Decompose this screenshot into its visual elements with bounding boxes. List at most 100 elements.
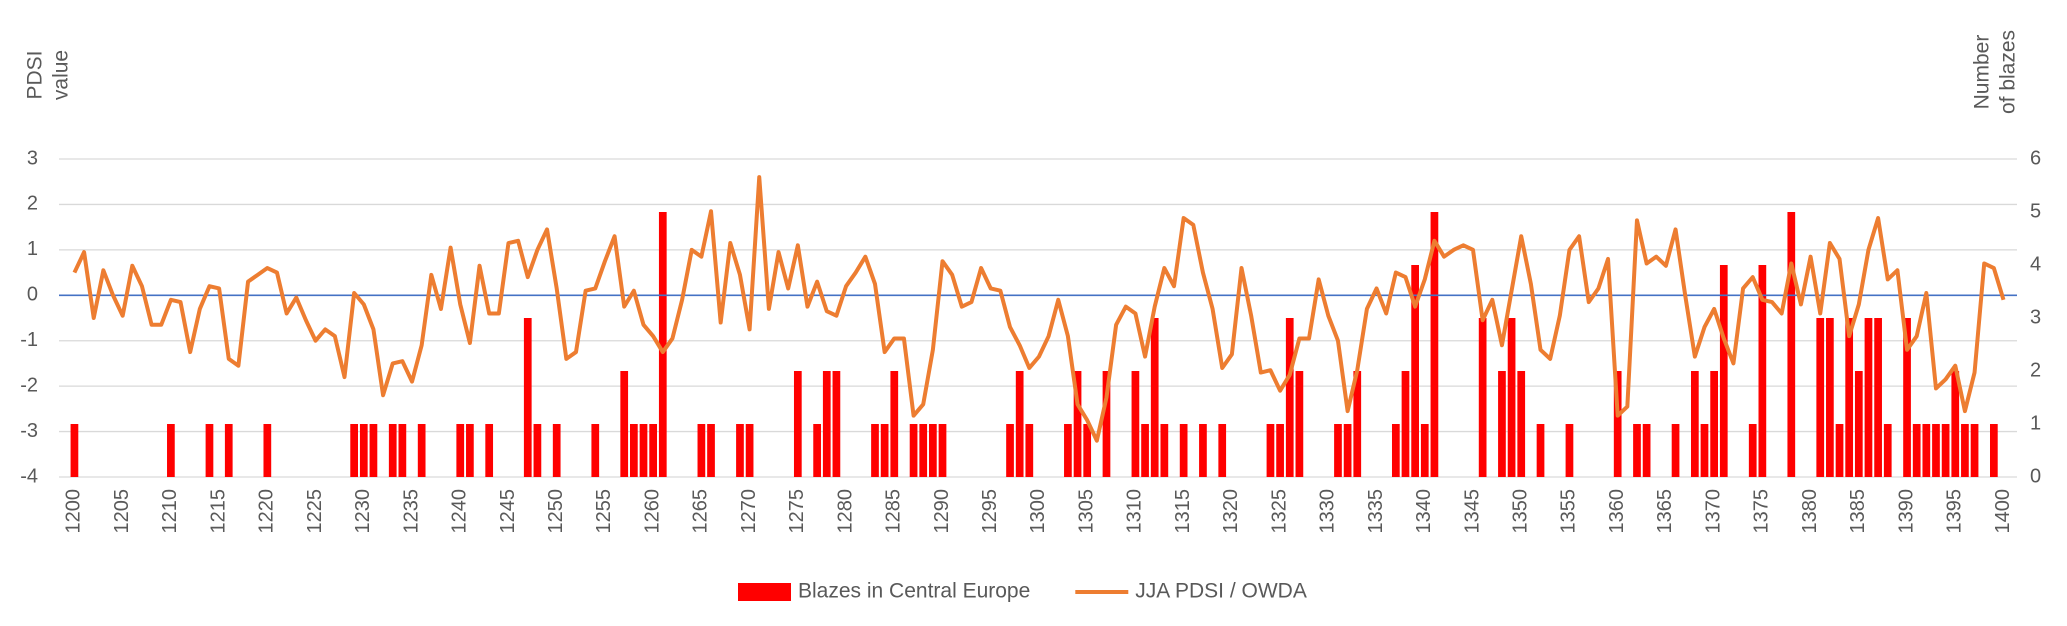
bar: [745, 424, 754, 477]
x-tick-label: 1230: [352, 489, 374, 534]
y2-tick-label: 0: [2030, 465, 2041, 487]
bar: [1218, 424, 1227, 477]
bar: [1276, 424, 1284, 477]
x-tick-label: 1350: [1510, 489, 1532, 534]
x-tick-label: 1365: [1654, 489, 1676, 534]
bar: [1970, 424, 1979, 477]
x-tick-label: 1345: [1461, 489, 1483, 534]
x-tick-label: 1275: [786, 489, 808, 534]
bar: [369, 424, 378, 477]
bar: [1015, 371, 1024, 477]
bar: [938, 424, 947, 477]
y-tick-label: -4: [20, 465, 38, 487]
x-tick-label: 1250: [545, 489, 567, 534]
x-tick-label: 1260: [641, 489, 663, 534]
legend-item: JJA PDSI / OWDA: [1075, 580, 1307, 603]
x-tick-label: 1305: [1075, 489, 1097, 534]
bar: [1826, 318, 1834, 477]
bar: [1816, 318, 1825, 477]
bar: [1874, 318, 1882, 477]
x-tick-label: 1385: [1847, 489, 1869, 534]
x-tick-label: 1340: [1413, 489, 1435, 534]
bar: [1160, 424, 1169, 477]
y-tick-label: -1: [20, 329, 38, 351]
bar: [1989, 424, 1998, 477]
y-tick-label: 0: [27, 284, 38, 306]
legend-item: Blazes in Central Europe: [738, 580, 1030, 603]
y2-tick-label: 3: [2030, 306, 2041, 328]
bar: [1102, 371, 1111, 477]
bar: [1353, 371, 1362, 477]
bar: [591, 424, 600, 477]
x-tick-label: 1270: [738, 489, 760, 534]
line: [72, 175, 2006, 443]
y-tick-label: -2: [20, 374, 38, 396]
x-tick-label: 1255: [593, 489, 615, 534]
x-tick-label: 1210: [159, 489, 181, 534]
legend-swatch: [738, 583, 791, 601]
bar: [639, 424, 648, 477]
bar: [1903, 318, 1911, 477]
x-tick-label: 1395: [1944, 489, 1966, 534]
bar: [1064, 424, 1072, 477]
bar: [1517, 371, 1526, 477]
bar: [919, 424, 928, 477]
bar: [813, 424, 821, 477]
bar: [1430, 212, 1439, 477]
y2-tick-label: 6: [2030, 147, 2041, 169]
bar: [1864, 318, 1873, 477]
bar: [263, 424, 272, 477]
y-axis-title: value: [50, 50, 73, 100]
bar: [1131, 371, 1140, 477]
bar: [1536, 424, 1545, 477]
bar: [793, 371, 802, 477]
bar: [1498, 371, 1506, 477]
bar: [417, 424, 426, 477]
bar: [456, 424, 465, 477]
bar: [1642, 424, 1651, 477]
bar: [1835, 424, 1844, 477]
legend: Blazes in Central Europe JJA PDSI / OWDA: [738, 580, 1307, 603]
y-tick-label: 2: [27, 193, 38, 215]
x-tick-label: 1380: [1799, 489, 1821, 534]
x-tick-label: 1360: [1606, 489, 1628, 534]
bar: [822, 371, 831, 477]
bar: [398, 424, 407, 477]
x-tick-label: 1375: [1751, 489, 1773, 534]
x-tick-label: 1355: [1558, 489, 1580, 534]
bar: [1854, 371, 1863, 477]
bar: [909, 424, 918, 477]
bar: [388, 424, 397, 477]
bar: [533, 424, 542, 477]
bar: [466, 424, 474, 477]
x-tick-label: 1225: [304, 489, 326, 534]
bar: [1025, 424, 1034, 477]
legend-label: Blazes in Central Europe: [798, 580, 1030, 603]
bar: [1710, 371, 1718, 477]
bar: [1478, 318, 1487, 477]
x-tick-label: 1400: [1992, 489, 2014, 534]
y2-axis-title: of blazes: [1997, 30, 2020, 114]
y-tick-label: -3: [20, 420, 38, 442]
bar: [1295, 371, 1304, 477]
y2-tick-label: 2: [2030, 359, 2041, 381]
bar: [1266, 424, 1275, 477]
bar: [658, 212, 667, 477]
bar: [1961, 424, 1969, 477]
bar: [1285, 318, 1294, 477]
bar: [649, 424, 658, 477]
bar: [523, 318, 532, 477]
bar: [1758, 265, 1767, 477]
x-tick-label: 1370: [1702, 489, 1724, 534]
bar: [1401, 371, 1410, 477]
bar: [1633, 424, 1641, 477]
y2-tick-label: 1: [2030, 412, 2041, 434]
x-tick-label: 1330: [1317, 489, 1339, 534]
bar: [552, 424, 561, 477]
bar: [1883, 424, 1892, 477]
bar: [871, 424, 879, 477]
bar: [1922, 424, 1931, 477]
bar: [1787, 212, 1796, 477]
x-tick-label: 1200: [63, 489, 85, 534]
legend-label: JJA PDSI / OWDA: [1135, 580, 1307, 603]
